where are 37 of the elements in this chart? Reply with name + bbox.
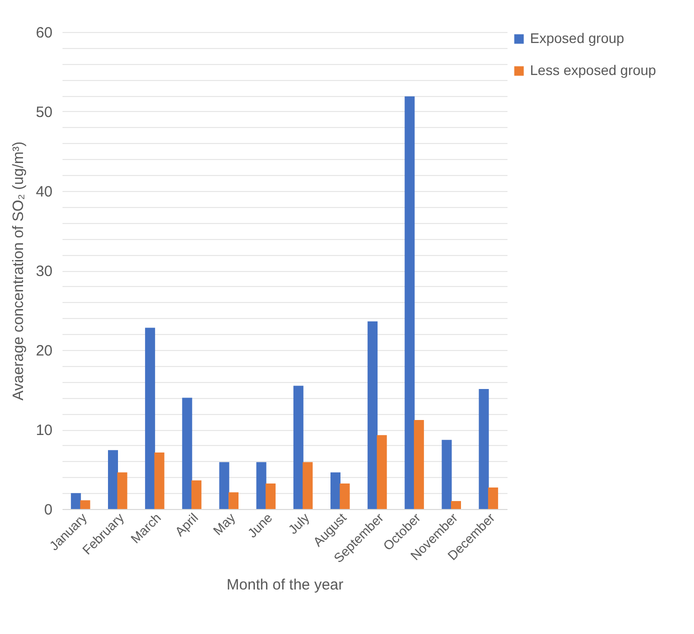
bar (182, 398, 192, 509)
legend-label: Less exposed group (530, 62, 656, 78)
bar (228, 492, 239, 509)
bar (414, 420, 424, 509)
x-tick-label: May (210, 510, 238, 538)
bar (451, 501, 462, 509)
bar (330, 472, 340, 509)
y-tick-label: 50 (36, 104, 52, 121)
bar (70, 493, 81, 509)
y-tick-label: 60 (36, 24, 52, 42)
y-axis-title: Avaerage concentration of SO₂ (ug/m³) (10, 141, 27, 401)
y-tick-label: 40 (36, 184, 52, 200)
x-tick-label: July (285, 510, 313, 538)
bar (404, 96, 415, 509)
bar (154, 452, 164, 509)
y-tick-label: 30 (36, 263, 52, 280)
bar (108, 450, 118, 509)
x-axis-title: Month of the year (226, 576, 344, 594)
bar (340, 484, 350, 509)
y-tick-label: 10 (36, 422, 52, 439)
bar (80, 500, 90, 509)
bar (376, 435, 387, 509)
bar (219, 462, 230, 509)
bar (145, 328, 156, 509)
y-tick-label: 0 (44, 502, 52, 518)
bar (488, 488, 498, 509)
bar (266, 484, 276, 509)
bar (368, 321, 378, 509)
bar (302, 462, 313, 509)
y-tick-label: 20 (36, 342, 52, 360)
legend-label: Exposed group (530, 30, 624, 46)
bar (191, 480, 202, 509)
bar (442, 440, 452, 509)
bar (117, 472, 128, 509)
bar (293, 386, 304, 509)
bar (478, 388, 489, 509)
bar (256, 462, 266, 509)
